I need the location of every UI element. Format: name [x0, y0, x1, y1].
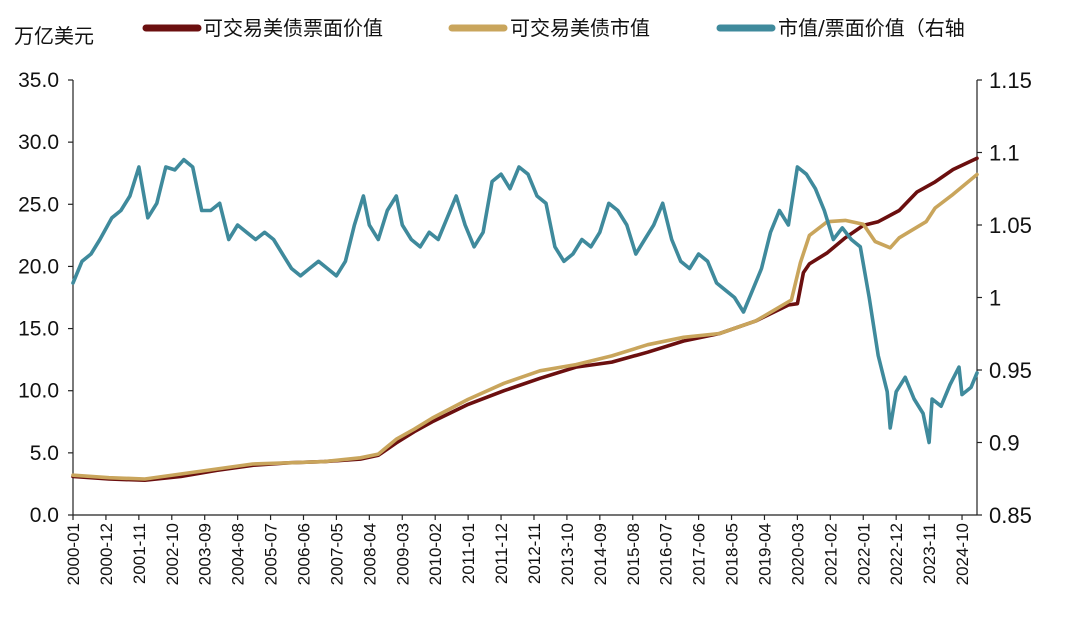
legend-label-market-value: 可交易美债市值 [510, 16, 650, 40]
right-tick-label: 0.95 [989, 358, 1032, 383]
x-tick-label: 2000-01 [64, 523, 83, 585]
left-tick-label: 35.0 [18, 69, 59, 92]
x-tick-label: 2021-02 [821, 523, 840, 585]
x-tick-label: 2020-03 [788, 523, 807, 585]
left-tick-label: 10.0 [18, 380, 59, 403]
right-tick-label: 1.15 [989, 68, 1032, 93]
x-tick-label: 2009-03 [393, 523, 412, 585]
left-tick-label: 15.0 [18, 318, 59, 341]
x-tick-label: 2014-09 [591, 523, 610, 585]
legend-item-market-value: 可交易美债市值 [448, 16, 650, 40]
left-tick-label: 5.0 [30, 442, 59, 465]
x-tick-label: 2004-08 [229, 523, 248, 585]
x-tick-label: 2002-10 [163, 523, 182, 585]
right-tick-label: 0.85 [989, 503, 1032, 528]
x-tick-label: 2012-11 [525, 523, 544, 584]
right-tick-label: 1.05 [989, 213, 1032, 238]
legend-label-face-value: 可交易美债票面价值 [203, 16, 383, 40]
x-tick-label: 2003-09 [196, 523, 215, 585]
x-tick-label: 2015-08 [624, 523, 643, 585]
left-tick-label: 0.0 [30, 504, 59, 527]
x-tick-label: 2011-01 [459, 523, 478, 584]
ratio-line [71, 157, 979, 445]
x-tick-label: 2024-10 [953, 523, 972, 585]
x-tick-label: 2016-07 [657, 523, 676, 585]
x-tick-label: 2007-05 [327, 523, 346, 585]
right-tick-label: 1.1 [989, 141, 1020, 166]
legend: 可交易美债票面价值 可交易美债市值 市值/票面价值（右轴 [142, 16, 965, 40]
left-tick-label: 25.0 [18, 193, 59, 216]
face-value-line [71, 156, 979, 482]
legend-item-ratio: 市值/票面价值（右轴 [716, 16, 965, 40]
legend-label-ratio: 市值/票面价值（右轴 [778, 16, 965, 40]
legend-item-face-value: 可交易美债票面价值 [142, 16, 383, 40]
x-tick-label: 2022-01 [854, 523, 873, 585]
x-tick-label: 2022-12 [887, 523, 906, 585]
x-tick-label: 2008-04 [360, 523, 379, 585]
right-tick-label: 0.9 [989, 431, 1020, 456]
x-tick-label: 2011-12 [492, 523, 511, 584]
x-tick-label: 2010-02 [426, 523, 445, 585]
left-tick-label: 20.0 [18, 255, 59, 278]
x-tick-label: 2023-11 [920, 523, 939, 584]
x-tick-label: 2019-04 [755, 523, 774, 585]
left-tick-label: 30.0 [18, 131, 59, 154]
axes: 0.0 5.0 10.0 15.0 20.0 25.0 30.0 35.0 0.85 0.9 0.9… [18, 68, 1032, 585]
plot-series [71, 156, 979, 482]
x-tick-label: 2013-10 [558, 523, 577, 585]
right-tick-label: 1 [989, 286, 1001, 311]
x-tick-label: 2000-12 [97, 523, 116, 585]
left-axis-unit-label: 万亿美元 [14, 24, 94, 48]
x-tick-label: 2018-05 [723, 523, 742, 585]
x-tick-label: 2017-06 [690, 523, 709, 585]
x-tick-label: 2005-07 [262, 523, 281, 585]
x-tick-label: 2006-06 [294, 523, 313, 585]
x-tick-label: 2001-11 [130, 523, 149, 584]
market-value-line [71, 172, 979, 481]
